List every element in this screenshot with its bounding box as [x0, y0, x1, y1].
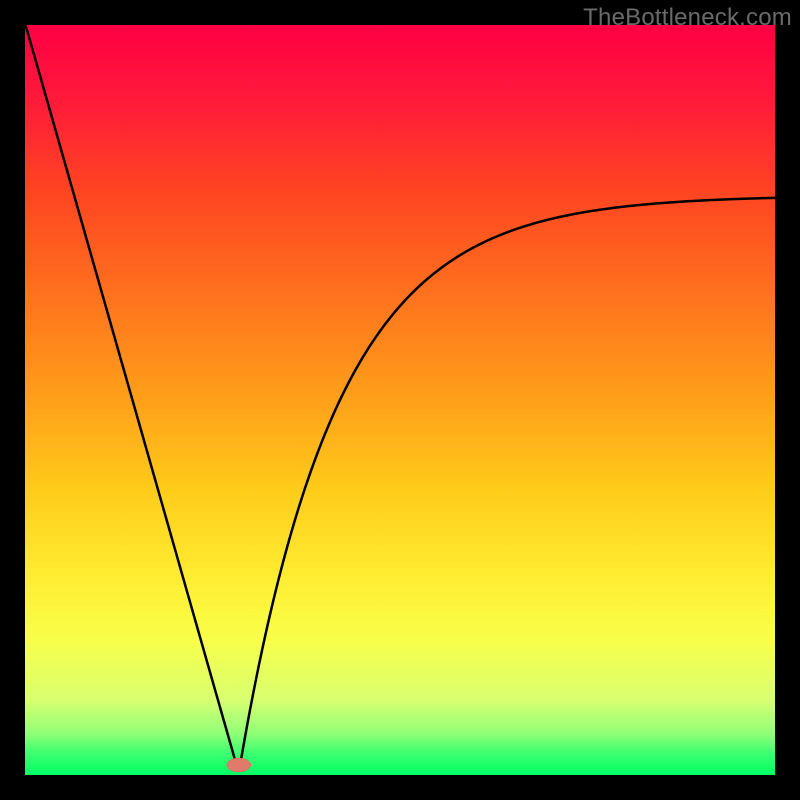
chart-container: TheBottleneck.com: [0, 0, 800, 800]
plot-area: [25, 25, 775, 775]
optimum-marker: [227, 758, 251, 772]
watermark-text: TheBottleneck.com: [583, 4, 792, 32]
bottleneck-chart: [0, 0, 800, 800]
